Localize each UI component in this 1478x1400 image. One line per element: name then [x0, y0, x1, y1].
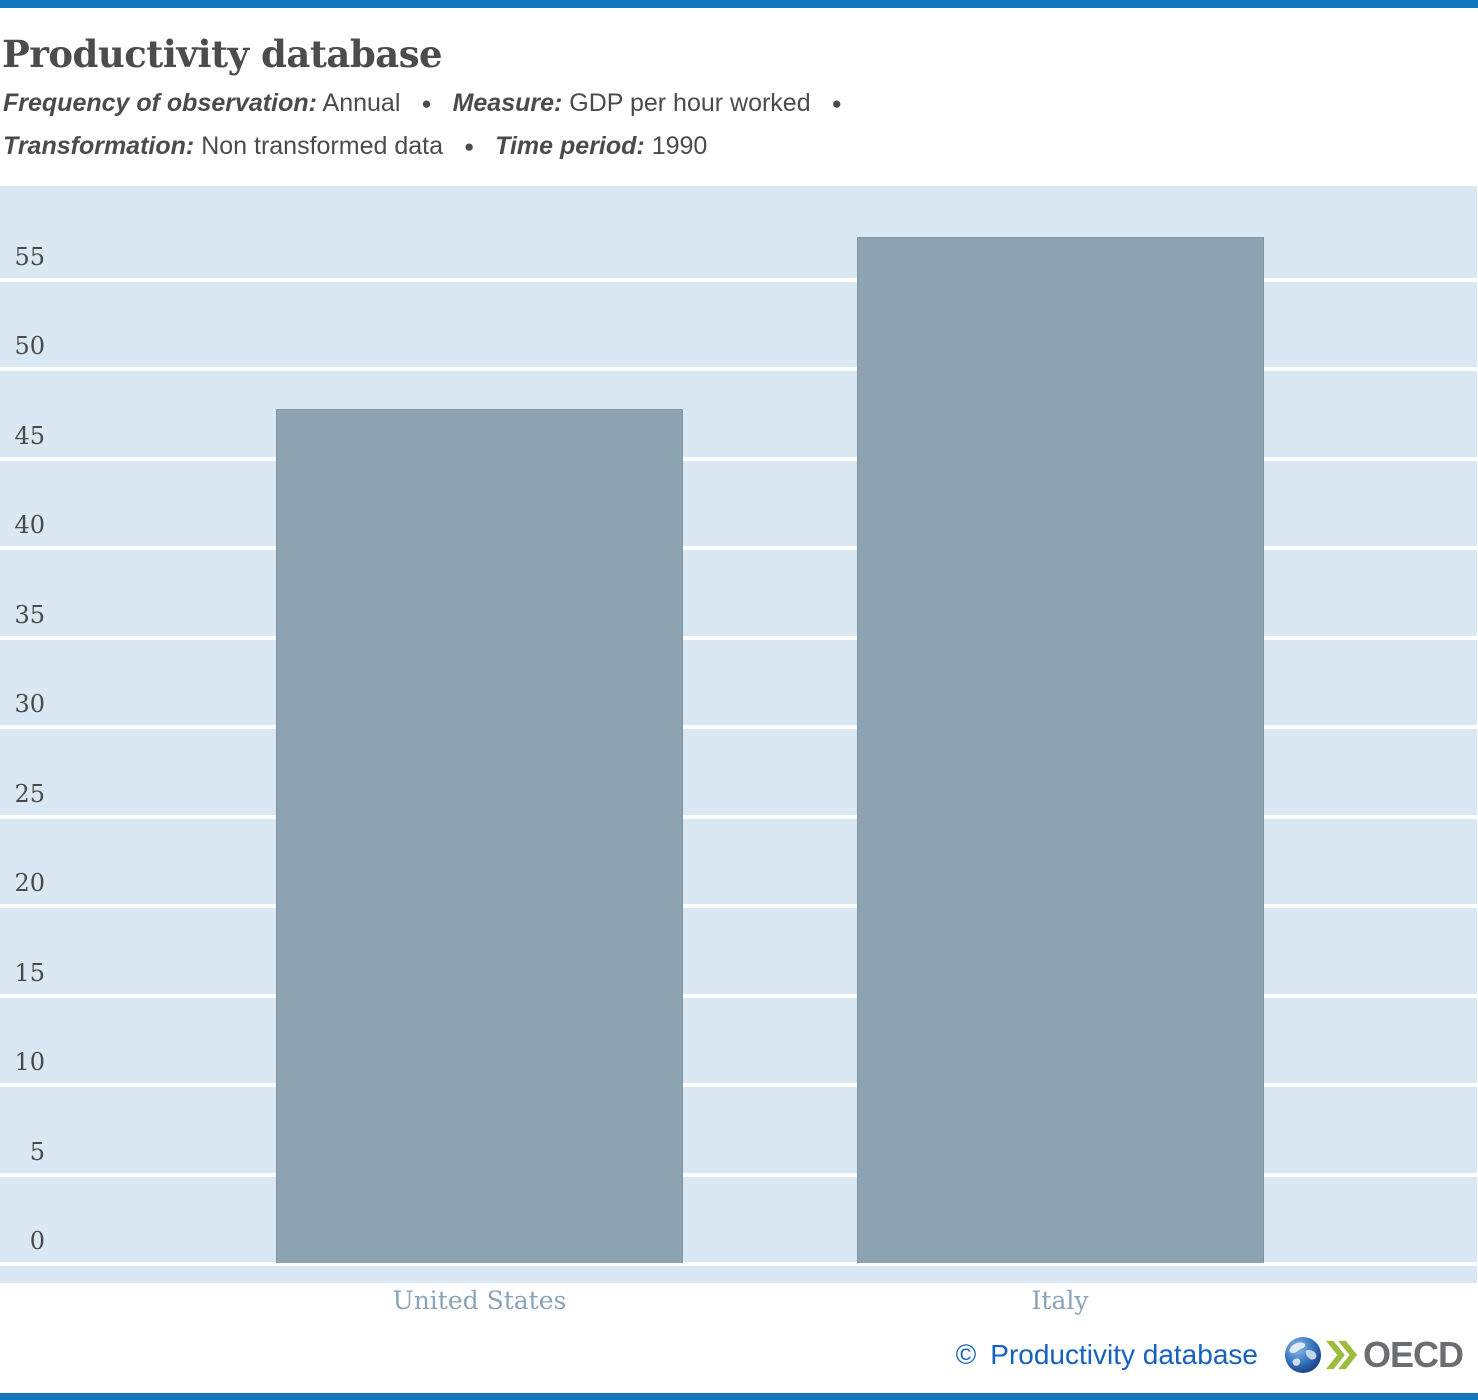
footer-credit-link[interactable]: © Productivity database	[956, 1339, 1258, 1371]
meta-value-measure: GDP per hour worked	[569, 89, 811, 117]
meta-label-measure: Measure:	[452, 89, 563, 117]
y-axis-tick: 0	[29, 1227, 45, 1255]
oecd-wordmark: OECD	[1362, 1334, 1464, 1375]
y-axis-tick: 55	[14, 242, 45, 271]
h-gridline	[0, 456, 1477, 461]
meta-line-1: Frequency of observation: Annual ● Measu…	[3, 88, 1478, 119]
chart-header: Productivity database Frequency of obser…	[0, 8, 1478, 162]
oecd-logo[interactable]: OECD	[1284, 1334, 1464, 1375]
footer-credit-label: Productivity database	[990, 1339, 1258, 1370]
page-title: Productivity database	[2, 32, 443, 76]
copyright-symbol: ©	[955, 1339, 977, 1370]
y-axis-tick: 10	[14, 1048, 45, 1076]
h-gridline	[0, 904, 1477, 908]
y-axis-tick: 45	[14, 421, 45, 450]
h-gridline	[0, 725, 1477, 729]
meta-value-time-period: 1990	[651, 132, 708, 160]
meta-label-frequency: Frequency of observation:	[3, 89, 317, 117]
h-gridline	[0, 546, 1477, 550]
h-gridline	[0, 1262, 1477, 1266]
h-gridline	[0, 635, 1477, 640]
meta-label-time-period: Time period:	[495, 132, 645, 160]
y-axis-tick: 30	[14, 690, 45, 718]
y-axis-tick: 40	[14, 511, 45, 539]
bar-italy[interactable]	[856, 237, 1264, 1263]
y-axis-tick: 15	[14, 958, 45, 987]
h-gridline	[0, 1172, 1477, 1177]
double-chevron-icon	[1325, 1340, 1358, 1370]
bar-united-states[interactable]	[276, 409, 683, 1263]
meta-value-frequency: Annual	[322, 89, 401, 117]
top-accent-bar	[0, 0, 1478, 8]
x-axis-label: Italy	[1031, 1286, 1089, 1315]
h-gridline	[0, 1083, 1477, 1087]
bullet-separator-icon: ●	[421, 94, 432, 113]
plot-area: 0 5 10 15 20 25 30 35 40 45 50 55	[0, 186, 1477, 1283]
bullet-separator-icon: ●	[463, 137, 475, 156]
h-gridline	[0, 367, 1477, 371]
h-gridline	[0, 814, 1477, 819]
h-gridline	[0, 993, 1477, 998]
meta-label-transformation: Transformation:	[3, 132, 195, 160]
h-gridline	[0, 277, 1477, 282]
footer: © Productivity database	[956, 1332, 1464, 1378]
x-axis-label: United States	[392, 1286, 567, 1315]
bullet-separator-icon: ●	[831, 94, 842, 113]
bottom-accent-bar	[0, 1393, 1478, 1400]
y-axis-tick: 35	[14, 600, 45, 629]
y-axis-tick: 20	[14, 869, 45, 897]
meta-value-transformation: Non transformed data	[201, 132, 443, 160]
y-axis-tick: 25	[14, 779, 45, 808]
meta-line-2: Transformation: Non transformed data ● T…	[3, 131, 1478, 162]
y-axis-tick: 5	[29, 1137, 45, 1166]
y-axis-tick: 50	[14, 332, 45, 360]
globe-icon	[1284, 1336, 1322, 1374]
